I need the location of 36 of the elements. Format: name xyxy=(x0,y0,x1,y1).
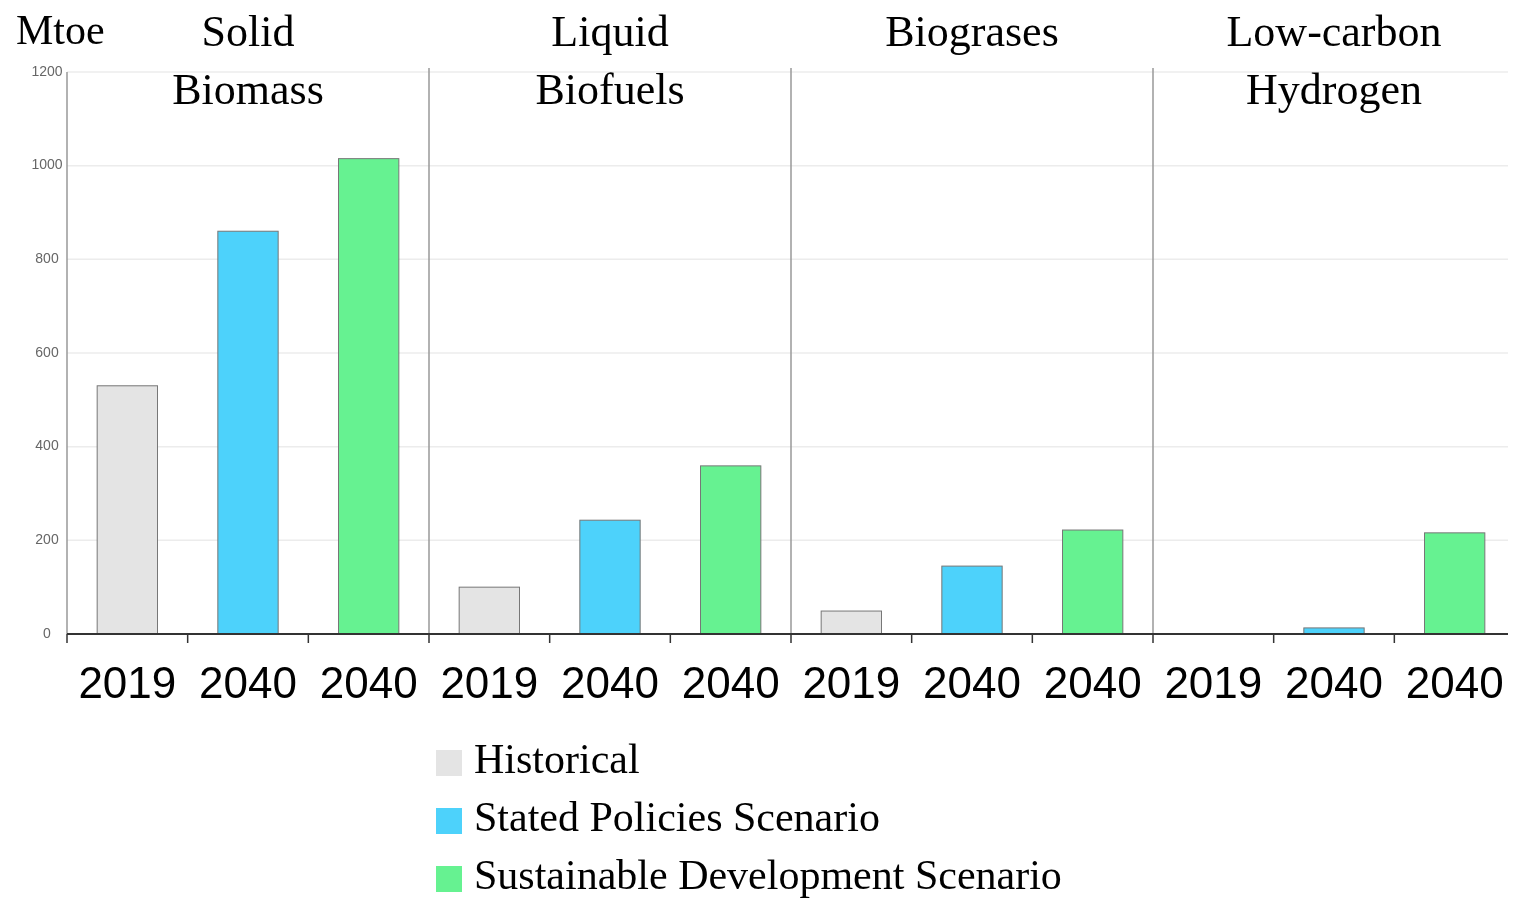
bar xyxy=(820,610,882,635)
x-tick-label: 2040 xyxy=(923,658,1021,707)
x-tick-label: 2019 xyxy=(802,658,901,707)
y-tick-label: 400 xyxy=(35,437,59,454)
bar xyxy=(458,586,520,635)
x-tick-label: 2040 xyxy=(1043,658,1142,707)
y-tick-label: 600 xyxy=(35,343,59,360)
y-tick-label: 1000 xyxy=(31,156,63,173)
bar xyxy=(1062,529,1124,635)
annotation: Solid Biomass xyxy=(172,7,324,114)
x-tick-label: 2040 xyxy=(1405,658,1504,707)
x-tick-label: 2040 xyxy=(199,658,297,707)
x-tick-label: 2040 xyxy=(681,658,780,707)
x-tick-label: 2019 xyxy=(78,658,177,707)
bar xyxy=(217,230,279,635)
legend-label: Historical xyxy=(474,735,640,782)
x-tick-label: 2040 xyxy=(1285,658,1383,707)
y-tick-label: 0 xyxy=(43,624,52,641)
text: Biograses xyxy=(885,7,1059,56)
y-tick-label: 200 xyxy=(35,531,59,548)
y-tick-label: 800 xyxy=(35,250,59,267)
bar xyxy=(579,519,641,635)
legend-label: Stated Policies Scenario xyxy=(474,793,880,840)
x-tick-label: 2040 xyxy=(561,658,659,707)
bar xyxy=(1424,532,1486,635)
annotation: Liquid Biofuels xyxy=(535,7,685,114)
x-tick-label: 2019 xyxy=(440,658,539,707)
bar xyxy=(700,465,762,635)
y-axis-title: Mtoe xyxy=(16,7,105,53)
y-tick-label: 1200 xyxy=(31,62,63,79)
bar xyxy=(338,158,400,635)
annotation: Low-carbon Hydrogen xyxy=(1226,7,1442,114)
x-tick-label: 2040 xyxy=(319,658,418,707)
bar xyxy=(941,565,1003,635)
legend-label: Sustainable Development Scenario xyxy=(474,851,1062,898)
x-tick-label: 2019 xyxy=(1164,658,1263,707)
